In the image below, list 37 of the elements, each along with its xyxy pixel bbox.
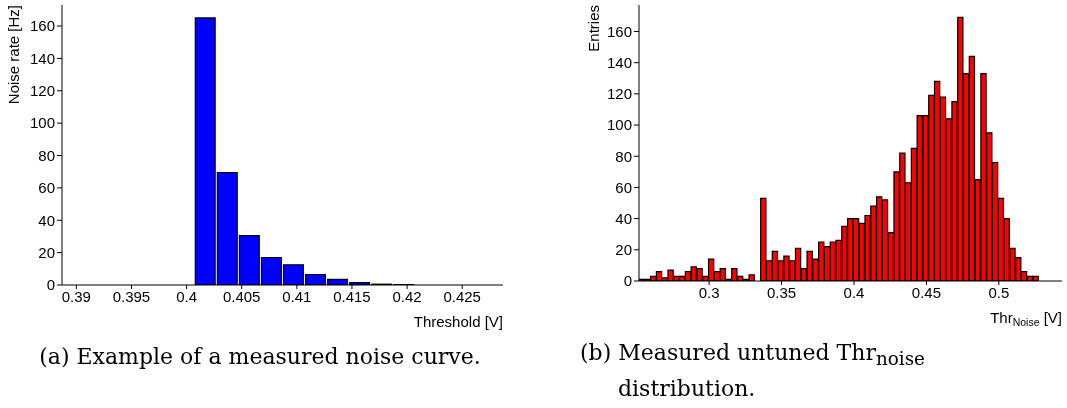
x-tick-label: 0.45 [911, 283, 942, 301]
y-tick-label: 60 [38, 179, 55, 197]
y-tick-label: 80 [615, 147, 632, 165]
y-tick-label: 120 [606, 85, 632, 103]
y-tick-label: 60 [615, 178, 632, 196]
y-tick-label: 100 [29, 114, 55, 132]
x-tick-label: 0.42 [392, 287, 422, 305]
y-tick-label: 160 [29, 17, 55, 35]
text: (b) Measured untuned Thr$_{noise}$ distribution. [580, 340, 925, 402]
y-tick-label: 100 [606, 116, 632, 134]
x-tick-label: 0.3 [698, 283, 720, 301]
y-tick-label: 160 [606, 22, 632, 40]
x-tick-label: 0.5 [988, 283, 1010, 301]
y-tick-label: 40 [615, 209, 632, 227]
x-tick-label: 0.41 [282, 287, 312, 305]
y-tick-label: 40 [38, 211, 55, 229]
y-tick-label: 120 [29, 82, 55, 100]
x-tick-label: 0.395 [112, 287, 151, 305]
y-tick-label: 0 [46, 276, 55, 294]
x-tick-label: 0.4 [843, 283, 865, 301]
x-tick-label: 0.425 [443, 287, 481, 305]
y-tick-label: 20 [615, 241, 632, 259]
x-axis-title: Threshold [V] [413, 313, 503, 330]
y-tick-label: 20 [38, 243, 55, 261]
y-tick-label: 0 [623, 272, 632, 290]
y-axis-title: Entries [585, 5, 603, 52]
x-axis-title: Thr$_{Noise}$ [V] [990, 309, 1062, 328]
text: (a) Example of a measured noise curve. [38, 343, 482, 371]
x-tick-label: 0.35 [766, 283, 797, 301]
x-tick-label: 0.415 [333, 287, 371, 305]
y-tick-label: 140 [606, 54, 632, 72]
y-tick-label: 140 [29, 49, 55, 67]
y-tick-label: 80 [38, 146, 55, 164]
x-tick-label: 0.4 [176, 287, 198, 305]
x-tick-label: 0.405 [222, 287, 261, 305]
x-tick-label: 0.39 [61, 287, 91, 305]
y-axis-title: Noise rate [Hz] [5, 5, 23, 105]
